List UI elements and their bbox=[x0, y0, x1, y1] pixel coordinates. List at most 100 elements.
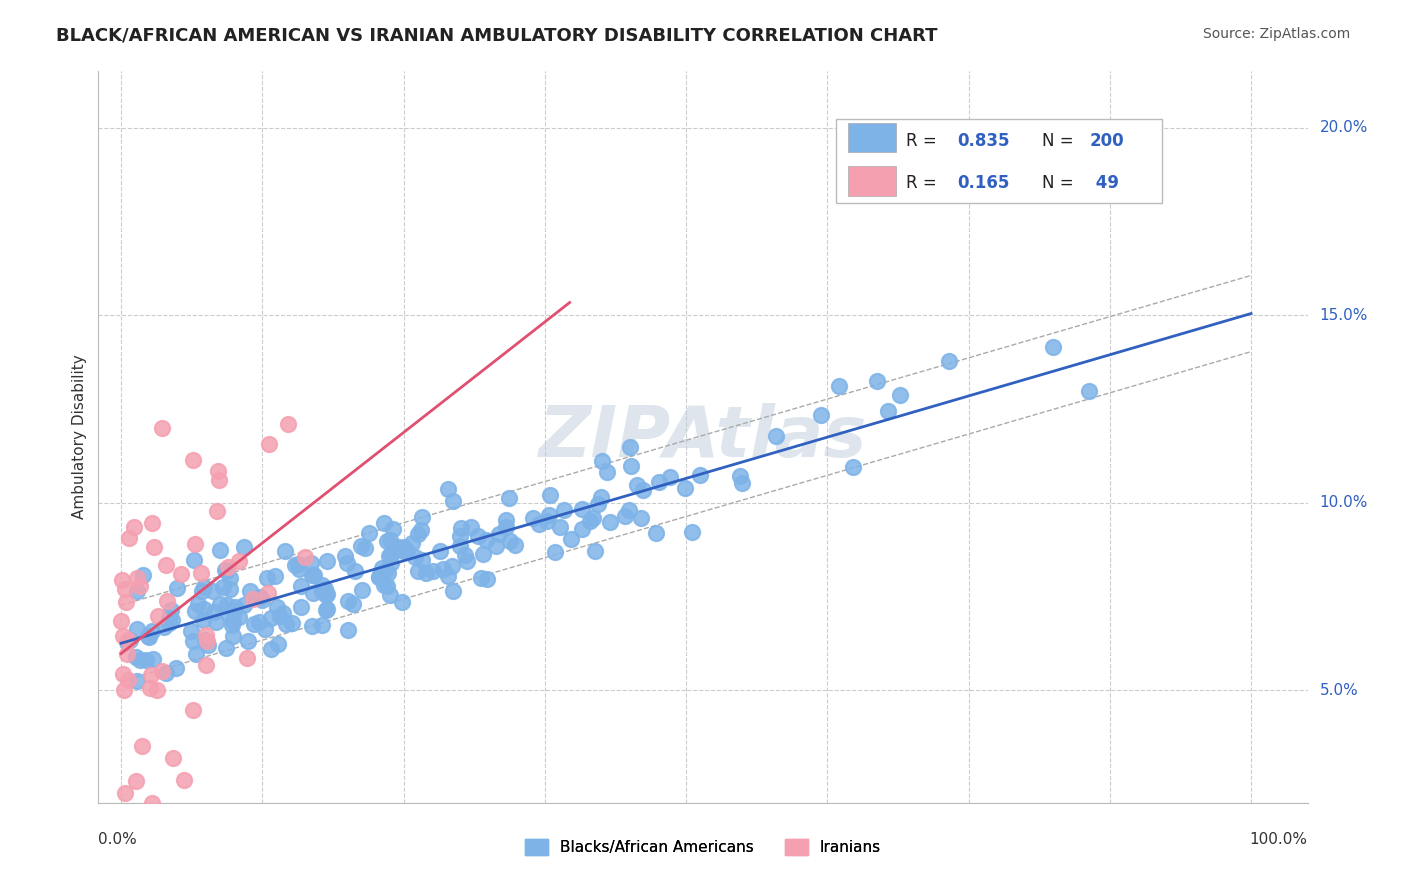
Point bbox=[271, 606, 294, 620]
Point bbox=[287, 562, 309, 576]
Text: 0.165: 0.165 bbox=[957, 174, 1010, 192]
Point bbox=[143, 540, 166, 554]
Y-axis label: Ambulatory Disability: Ambulatory Disability bbox=[72, 355, 87, 519]
Point bbox=[218, 571, 240, 585]
Point bbox=[350, 539, 373, 553]
Point bbox=[141, 796, 163, 810]
Point bbox=[112, 666, 135, 681]
Point bbox=[217, 564, 239, 578]
Point bbox=[342, 597, 364, 611]
Point bbox=[128, 653, 150, 667]
Point bbox=[495, 520, 517, 534]
Point bbox=[260, 642, 283, 657]
Point bbox=[153, 620, 176, 634]
Point bbox=[578, 514, 600, 528]
Point bbox=[538, 488, 561, 502]
Point bbox=[620, 459, 643, 474]
Point bbox=[260, 611, 283, 625]
Point bbox=[193, 580, 215, 594]
Text: BLACK/AFRICAN AMERICAN VS IRANIAN AMBULATORY DISABILITY CORRELATION CHART: BLACK/AFRICAN AMERICAN VS IRANIAN AMBULA… bbox=[56, 27, 938, 45]
Point bbox=[138, 631, 160, 645]
Point bbox=[614, 508, 637, 523]
Point bbox=[503, 538, 526, 552]
Point bbox=[437, 569, 460, 583]
Point bbox=[380, 556, 402, 570]
Point bbox=[281, 615, 304, 630]
Point bbox=[354, 541, 377, 555]
Point bbox=[488, 527, 510, 541]
Point bbox=[132, 567, 155, 582]
Point bbox=[257, 586, 280, 600]
Point bbox=[449, 529, 471, 543]
Point bbox=[114, 582, 136, 596]
Point bbox=[470, 571, 492, 585]
Point bbox=[228, 610, 250, 624]
Point bbox=[264, 568, 287, 582]
Point bbox=[485, 539, 508, 553]
Point bbox=[247, 615, 270, 630]
Point bbox=[197, 638, 219, 652]
Point bbox=[596, 465, 619, 479]
Point bbox=[571, 522, 593, 536]
Point bbox=[125, 584, 148, 599]
Point bbox=[536, 514, 558, 528]
Point bbox=[582, 511, 605, 525]
Point bbox=[148, 609, 170, 624]
Point bbox=[233, 599, 256, 613]
Point bbox=[157, 611, 180, 625]
Point bbox=[156, 593, 179, 607]
Point bbox=[498, 491, 520, 505]
Point bbox=[208, 542, 231, 557]
Point bbox=[112, 683, 135, 698]
Point bbox=[659, 470, 682, 484]
Point bbox=[432, 562, 454, 576]
Point bbox=[311, 578, 333, 592]
Point bbox=[110, 614, 132, 628]
Point bbox=[141, 516, 163, 531]
Point bbox=[290, 579, 312, 593]
Point bbox=[215, 641, 238, 656]
Point bbox=[454, 548, 477, 562]
Point bbox=[889, 388, 911, 402]
Point bbox=[550, 519, 572, 533]
Point bbox=[195, 633, 218, 648]
Point bbox=[136, 629, 159, 643]
Point bbox=[311, 584, 333, 599]
Point bbox=[193, 602, 215, 616]
Point bbox=[460, 520, 482, 534]
Point bbox=[450, 521, 472, 535]
Text: 200: 200 bbox=[1090, 132, 1125, 150]
Point bbox=[114, 786, 136, 800]
Point bbox=[228, 554, 250, 568]
Point bbox=[183, 537, 205, 551]
Point bbox=[391, 594, 413, 608]
Point bbox=[117, 673, 139, 688]
Text: ZIPAtlas: ZIPAtlas bbox=[538, 402, 868, 472]
Point bbox=[181, 453, 204, 467]
Point bbox=[810, 408, 832, 422]
Legend: Blacks/African Americans, Iranians: Blacks/African Americans, Iranians bbox=[519, 833, 887, 861]
Point bbox=[728, 468, 751, 483]
Point bbox=[218, 582, 240, 597]
Text: R =: R = bbox=[905, 132, 942, 150]
Text: 100.0%: 100.0% bbox=[1250, 832, 1308, 847]
Point bbox=[626, 478, 648, 492]
Point bbox=[396, 544, 419, 558]
Point bbox=[583, 544, 606, 558]
Point bbox=[299, 556, 322, 570]
Point bbox=[205, 615, 228, 630]
Point bbox=[316, 587, 339, 601]
Point bbox=[209, 597, 232, 611]
Point bbox=[274, 543, 297, 558]
Text: 0.835: 0.835 bbox=[957, 132, 1010, 150]
Point bbox=[391, 544, 413, 558]
Point bbox=[139, 681, 162, 696]
Point bbox=[290, 600, 312, 615]
Point bbox=[155, 558, 177, 573]
Point bbox=[222, 629, 245, 643]
Text: N =: N = bbox=[1042, 132, 1078, 150]
Point bbox=[269, 608, 291, 623]
Point bbox=[250, 592, 273, 607]
Point bbox=[207, 464, 229, 478]
Text: 49: 49 bbox=[1090, 174, 1119, 192]
